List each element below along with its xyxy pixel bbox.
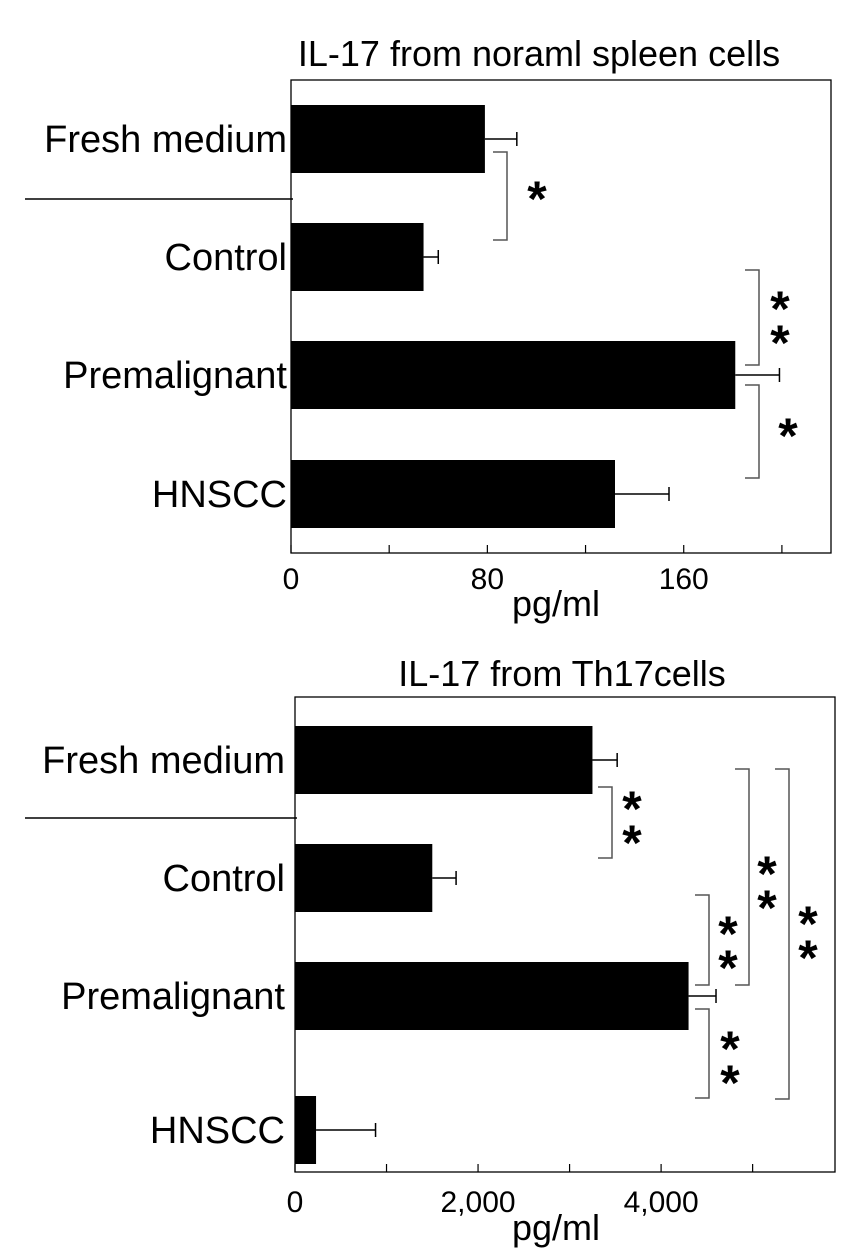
x-axis-label: pg/ml [512, 583, 600, 624]
significance-marker: * [527, 171, 547, 227]
bar [291, 105, 485, 173]
significance-marker: * * [770, 281, 790, 371]
significance-marker: * * [798, 896, 818, 986]
significance-bracket [598, 786, 613, 859]
significance-bracket [735, 768, 750, 986]
chart-title: IL-17 from Th17cells [398, 653, 725, 694]
significance-bracket [695, 1008, 710, 1099]
significance-marker: * * [718, 906, 738, 996]
significance-marker: * * [720, 1021, 740, 1111]
plot-frame [290, 79, 832, 554]
category-label: Premalignant [61, 976, 285, 1018]
category-label: Fresh medium [44, 119, 287, 161]
category-label: HNSCC [152, 474, 287, 516]
category-label: Control [165, 237, 288, 279]
x-tick-label: 160 [659, 563, 709, 596]
significance-bracket [493, 151, 508, 241]
category-label: Fresh medium [42, 740, 285, 782]
bar [295, 1096, 317, 1164]
significance-bracket [745, 269, 760, 366]
significance-marker: * [778, 408, 798, 464]
category-label: HNSCC [150, 1110, 285, 1152]
chart-1: IL-17 from noraml spleen cells 0 80 160 pg/m… [25, 33, 832, 624]
bar [291, 341, 736, 409]
x-tick-label: 2,000 [441, 1186, 516, 1219]
bar [295, 726, 593, 794]
x-tick-label: 4,000 [624, 1186, 699, 1219]
chart-2: IL-17 from Th17cells 0 2,000 4,000 pg/ml Fres… [25, 653, 836, 1248]
x-tick-label: 0 [283, 563, 300, 596]
bar [291, 223, 424, 291]
significance-bracket [775, 768, 790, 1100]
chart-title: IL-17 from noraml spleen cells [298, 33, 780, 74]
bar [295, 962, 689, 1030]
significance-bracket [695, 894, 710, 986]
x-tick-label: 0 [287, 1186, 304, 1219]
plot-frame [294, 696, 836, 1173]
significance-marker: * * [757, 846, 777, 936]
significance-marker: * * [622, 781, 642, 871]
category-label: Premalignant [63, 355, 287, 397]
x-tick-label: 80 [471, 563, 504, 596]
category-label: Control [163, 858, 286, 900]
significance-bracket [745, 384, 760, 479]
bar [291, 460, 615, 528]
x-axis-label: pg/ml [512, 1207, 600, 1248]
bar [295, 844, 433, 912]
